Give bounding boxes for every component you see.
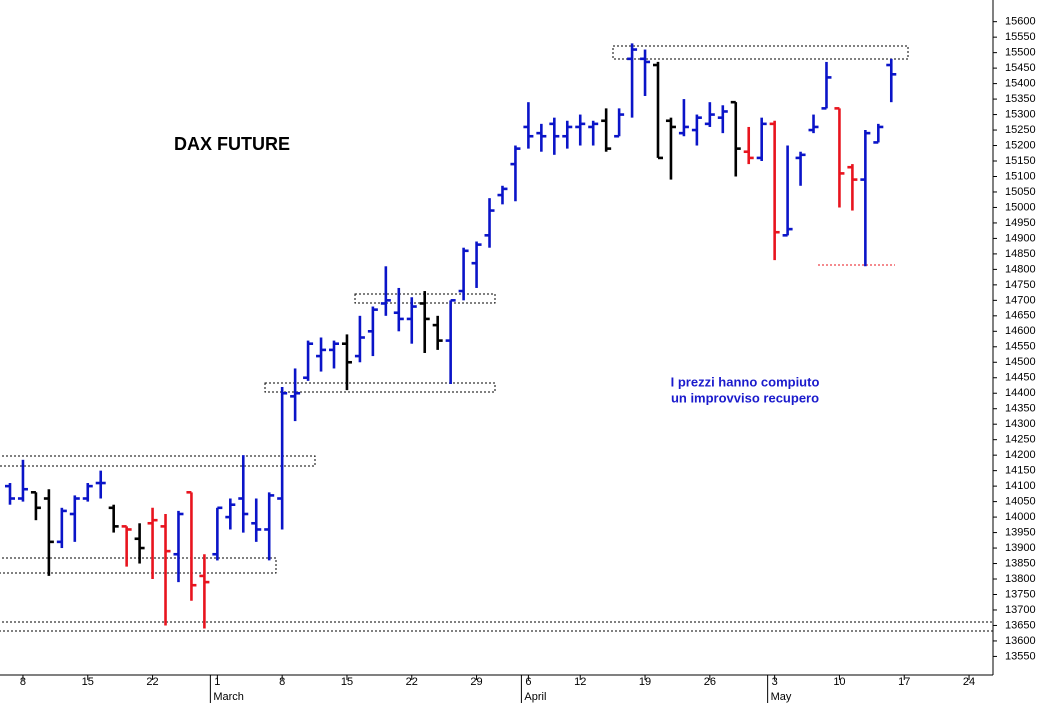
month-label: May — [771, 691, 792, 703]
y-tick-label: 14900 — [1005, 232, 1036, 244]
y-tick-label: 15400 — [1005, 78, 1036, 90]
x-tick-label: 22 — [406, 676, 418, 688]
y-tick-label: 15600 — [1005, 16, 1036, 28]
annotation: un improvviso recupero — [671, 390, 819, 405]
y-tick-label: 15150 — [1005, 155, 1036, 167]
y-tick-label: 14400 — [1005, 387, 1036, 399]
month-label: March — [213, 691, 244, 703]
x-tick-label: 3 — [772, 676, 778, 688]
y-tick-label: 13600 — [1005, 635, 1036, 647]
y-tick-label: 15350 — [1005, 93, 1036, 105]
y-tick-label: 13750 — [1005, 588, 1036, 600]
x-tick-label: 15 — [341, 676, 353, 688]
y-tick-label: 15200 — [1005, 139, 1036, 151]
zone — [264, 382, 496, 393]
y-tick-label: 13950 — [1005, 526, 1036, 538]
y-tick-label: 15050 — [1005, 186, 1036, 198]
zone — [612, 45, 909, 60]
y-tick-label: 13900 — [1005, 542, 1036, 554]
y-tick-label: 15100 — [1005, 170, 1036, 182]
chart-title: DAX FUTURE — [174, 134, 290, 154]
y-tick-label: 14250 — [1005, 434, 1036, 446]
x-tick-label: 22 — [146, 676, 158, 688]
y-tick-label: 14650 — [1005, 310, 1036, 322]
y-tick-label: 14300 — [1005, 418, 1036, 430]
y-tick-label: 14850 — [1005, 248, 1036, 260]
y-tick-label: 14050 — [1005, 496, 1036, 508]
zone — [0, 621, 994, 632]
zone — [0, 557, 277, 574]
y-tick-label: 14800 — [1005, 263, 1036, 275]
x-tick-label: 6 — [525, 676, 531, 688]
x-tick-label: 19 — [639, 676, 651, 688]
x-tick-label: 10 — [833, 676, 845, 688]
x-tick-label: 29 — [470, 676, 482, 688]
y-tick-label: 15300 — [1005, 108, 1036, 120]
y-tick-label: 14100 — [1005, 480, 1036, 492]
y-tick-label: 14150 — [1005, 465, 1036, 477]
annotation: I prezzi hanno compiuto — [671, 374, 820, 389]
y-tick-label: 14750 — [1005, 279, 1036, 291]
y-tick-label: 14600 — [1005, 325, 1036, 337]
x-tick-label: 24 — [963, 676, 975, 688]
x-tick-label: 8 — [279, 676, 285, 688]
y-tick-label: 14950 — [1005, 217, 1036, 229]
y-tick-label: 15500 — [1005, 47, 1036, 59]
zone — [0, 455, 316, 467]
y-tick-label: 13650 — [1005, 619, 1036, 631]
y-tick-label: 13700 — [1005, 604, 1036, 616]
zones — [0, 45, 994, 632]
x-tick-label: 8 — [20, 676, 26, 688]
y-tick-label: 15550 — [1005, 31, 1036, 43]
y-tick-label: 14700 — [1005, 294, 1036, 306]
y-tick-label: 13550 — [1005, 650, 1036, 662]
y-tick-label: 14000 — [1005, 511, 1036, 523]
y-tick-label: 14200 — [1005, 449, 1036, 461]
y-tick-label: 14550 — [1005, 341, 1036, 353]
y-tick-label: 14500 — [1005, 356, 1036, 368]
x-tick-label: 1 — [214, 676, 220, 688]
month-label: April — [524, 691, 546, 703]
y-tick-label: 15250 — [1005, 124, 1036, 136]
x-tick-label: 17 — [898, 676, 910, 688]
y-tick-label: 14450 — [1005, 372, 1036, 384]
x-tick-label: 15 — [82, 676, 94, 688]
x-tick-label: 12 — [574, 676, 586, 688]
x-tick-label: 26 — [704, 676, 716, 688]
y-tick-label: 13800 — [1005, 573, 1036, 585]
y-tick-label: 13850 — [1005, 557, 1036, 569]
y-tick-label: 14350 — [1005, 403, 1036, 415]
y-tick-label: 15450 — [1005, 62, 1036, 74]
y-tick-label: 15000 — [1005, 201, 1036, 213]
